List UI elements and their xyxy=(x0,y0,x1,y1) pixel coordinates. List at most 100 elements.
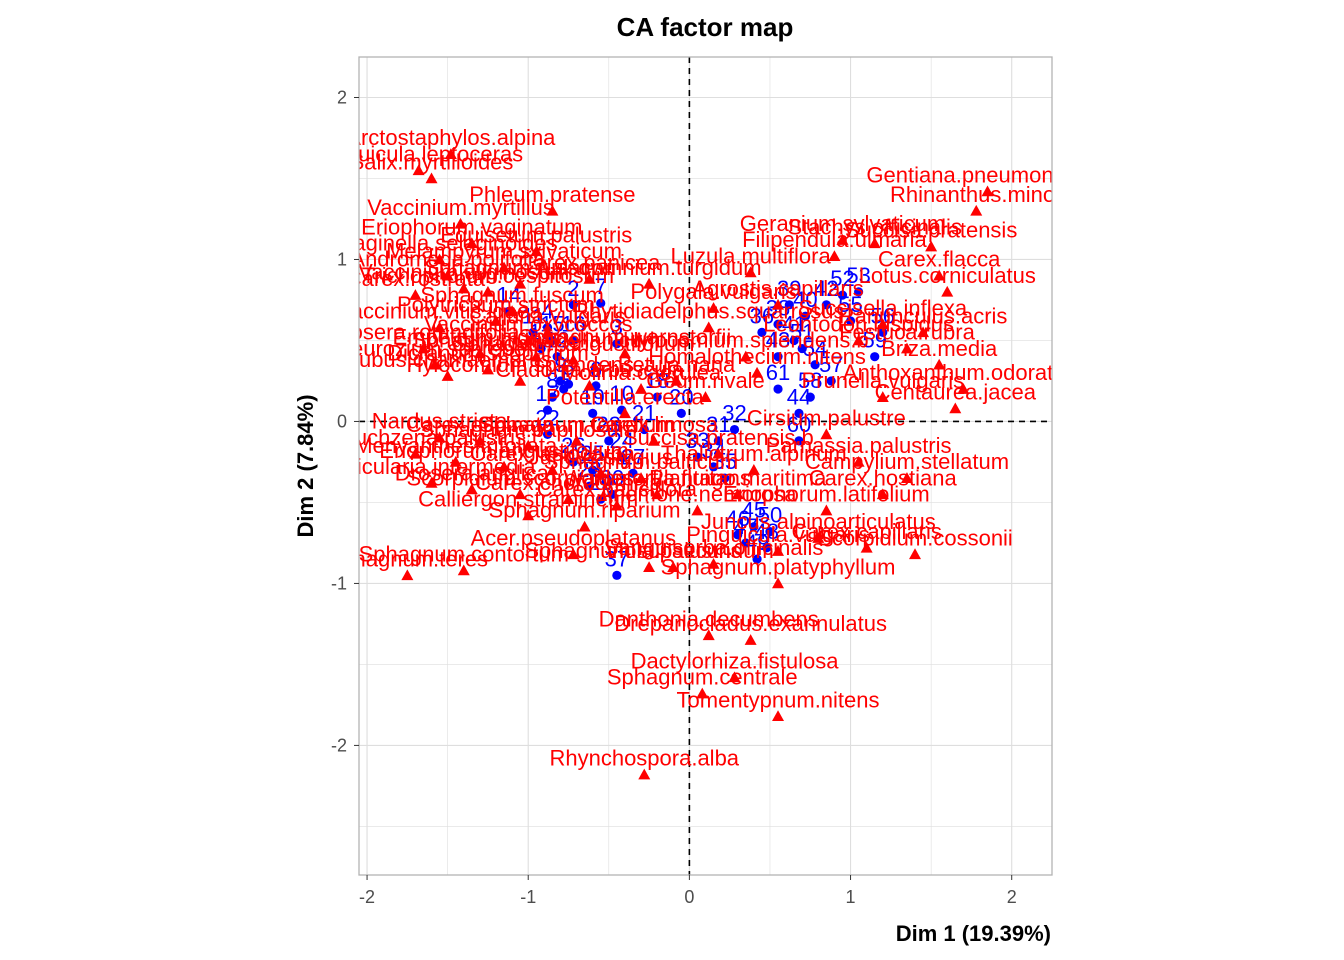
row-point xyxy=(870,352,880,362)
column-point-label: Ranunculus.acris xyxy=(839,303,1008,328)
row-point-label: 49 xyxy=(745,530,769,555)
column-point-label: Sphagnum.magellanicum xyxy=(412,328,660,353)
row-point-label: 60 xyxy=(787,412,811,437)
column-point xyxy=(981,185,994,197)
row-point xyxy=(676,408,686,418)
row-point xyxy=(794,436,804,446)
column-point xyxy=(401,569,414,581)
column-point xyxy=(583,379,596,391)
row-point xyxy=(800,311,811,321)
column-point-label: Rhynchospora.alba xyxy=(549,746,739,771)
column-point-label: Rhytidiadelphus.squarrosus xyxy=(573,299,845,324)
column-point xyxy=(514,488,527,500)
column-point xyxy=(618,347,631,359)
row-point xyxy=(547,335,557,346)
column-point-label: Pinguicula.leptoceras xyxy=(314,141,523,166)
row-point-label: 32 xyxy=(722,401,746,426)
row-point-label: 59 xyxy=(862,328,886,353)
column-point-label: Scorpidium.scorpioides xyxy=(406,465,633,490)
column-point xyxy=(546,204,559,216)
row-point xyxy=(542,405,553,415)
x-axis-title: Dim 1 (19.39%) xyxy=(896,921,1051,946)
row-point-label: 3 xyxy=(611,315,623,340)
row-point-label: 50 xyxy=(758,503,782,528)
column-point-label: Polygala.vulgaris xyxy=(630,279,796,304)
column-point xyxy=(425,172,438,184)
row-point-label: 4 xyxy=(541,299,553,324)
row-point xyxy=(720,473,730,483)
column-point xyxy=(957,383,970,394)
column-point-label: Juncus.alpinoarticulatus xyxy=(701,509,936,534)
row-point xyxy=(713,436,723,446)
x-tick-label: 1 xyxy=(846,887,856,907)
row-point-label: 41 xyxy=(782,311,806,336)
row-point-label: 61 xyxy=(766,360,790,385)
row-point xyxy=(607,489,617,499)
column-point xyxy=(728,671,741,683)
y-tick-label: 1 xyxy=(337,249,347,269)
column-point-label: Carex.flacca xyxy=(878,247,1001,272)
column-point-label: Sphagnum.fuscum xyxy=(420,282,603,307)
row-point xyxy=(559,384,569,394)
column-point-label: Cirsium.palustre xyxy=(747,405,906,430)
row-point-label: 55 xyxy=(838,292,862,317)
column-point-label: Viola.palustris xyxy=(605,538,742,563)
x-tick-label: 0 xyxy=(684,887,694,907)
column-point xyxy=(699,391,712,402)
row-point-label: 16 xyxy=(561,311,585,336)
column-point xyxy=(702,321,715,333)
column-point xyxy=(449,455,462,467)
x-axis-ticks: -2 -1 0 1 2 xyxy=(359,875,1017,907)
y-tick-label: -2 xyxy=(331,735,347,755)
column-point xyxy=(433,253,446,265)
row-point xyxy=(555,376,566,386)
y-axis-ticks: -2 -1 0 1 2 xyxy=(331,87,359,755)
row-point xyxy=(692,452,703,462)
column-point xyxy=(481,285,494,297)
column-point xyxy=(444,148,457,159)
column-point-label: Warnstorfia.fluitans xyxy=(563,465,750,490)
row-point xyxy=(749,522,759,532)
column-point xyxy=(772,710,785,722)
column-point-label: Sphagnum.riparium xyxy=(489,498,681,523)
column-point xyxy=(583,272,596,284)
row-point xyxy=(568,300,578,310)
reference-lines xyxy=(359,57,1052,875)
column-point xyxy=(643,277,656,289)
row-point xyxy=(854,287,864,297)
column-point xyxy=(731,488,744,500)
column-point xyxy=(852,334,865,346)
column-point-label: Sphagnum.warnstorfii xyxy=(519,324,732,349)
column-point-label: Equisetum.palustris xyxy=(440,222,632,247)
column-point-label: Carex.limosa xyxy=(590,412,719,437)
column-point xyxy=(441,269,454,281)
column-point xyxy=(712,447,725,459)
row-point xyxy=(588,408,598,418)
column-point-label: Scheuchzeria.palustris xyxy=(305,425,526,450)
column-point xyxy=(917,326,930,338)
column-point-label: Eriophorum.latifolium xyxy=(723,482,930,507)
row-point xyxy=(773,384,783,394)
column-point xyxy=(707,557,720,569)
column-point xyxy=(541,326,554,338)
column-point-label: Prunella.vulgaris xyxy=(801,368,964,393)
column-point xyxy=(691,504,704,516)
column-point-label: Utricularia.intermedia xyxy=(328,454,537,479)
row-point-label: 58 xyxy=(798,368,822,393)
row-point xyxy=(805,392,815,402)
row-point-label: 57 xyxy=(819,352,843,377)
column-point-label: Campylium.stellatum xyxy=(805,449,1009,474)
column-point xyxy=(868,237,881,249)
column-point-label: Leontodon.hispidus xyxy=(763,311,954,336)
column-point-label: Briza.media xyxy=(881,336,998,361)
column-point-label: Eriophorum.vaginatum xyxy=(361,214,582,239)
row-point-label: 52 xyxy=(830,266,854,291)
row-point xyxy=(552,352,562,362)
column-point-label: Agrostis.capillaris xyxy=(692,276,863,301)
row-point xyxy=(568,335,578,346)
row-point-label: 47 xyxy=(734,514,758,539)
column-point xyxy=(489,315,502,326)
column-point-label: Pleurozium.schreberi xyxy=(331,336,538,361)
